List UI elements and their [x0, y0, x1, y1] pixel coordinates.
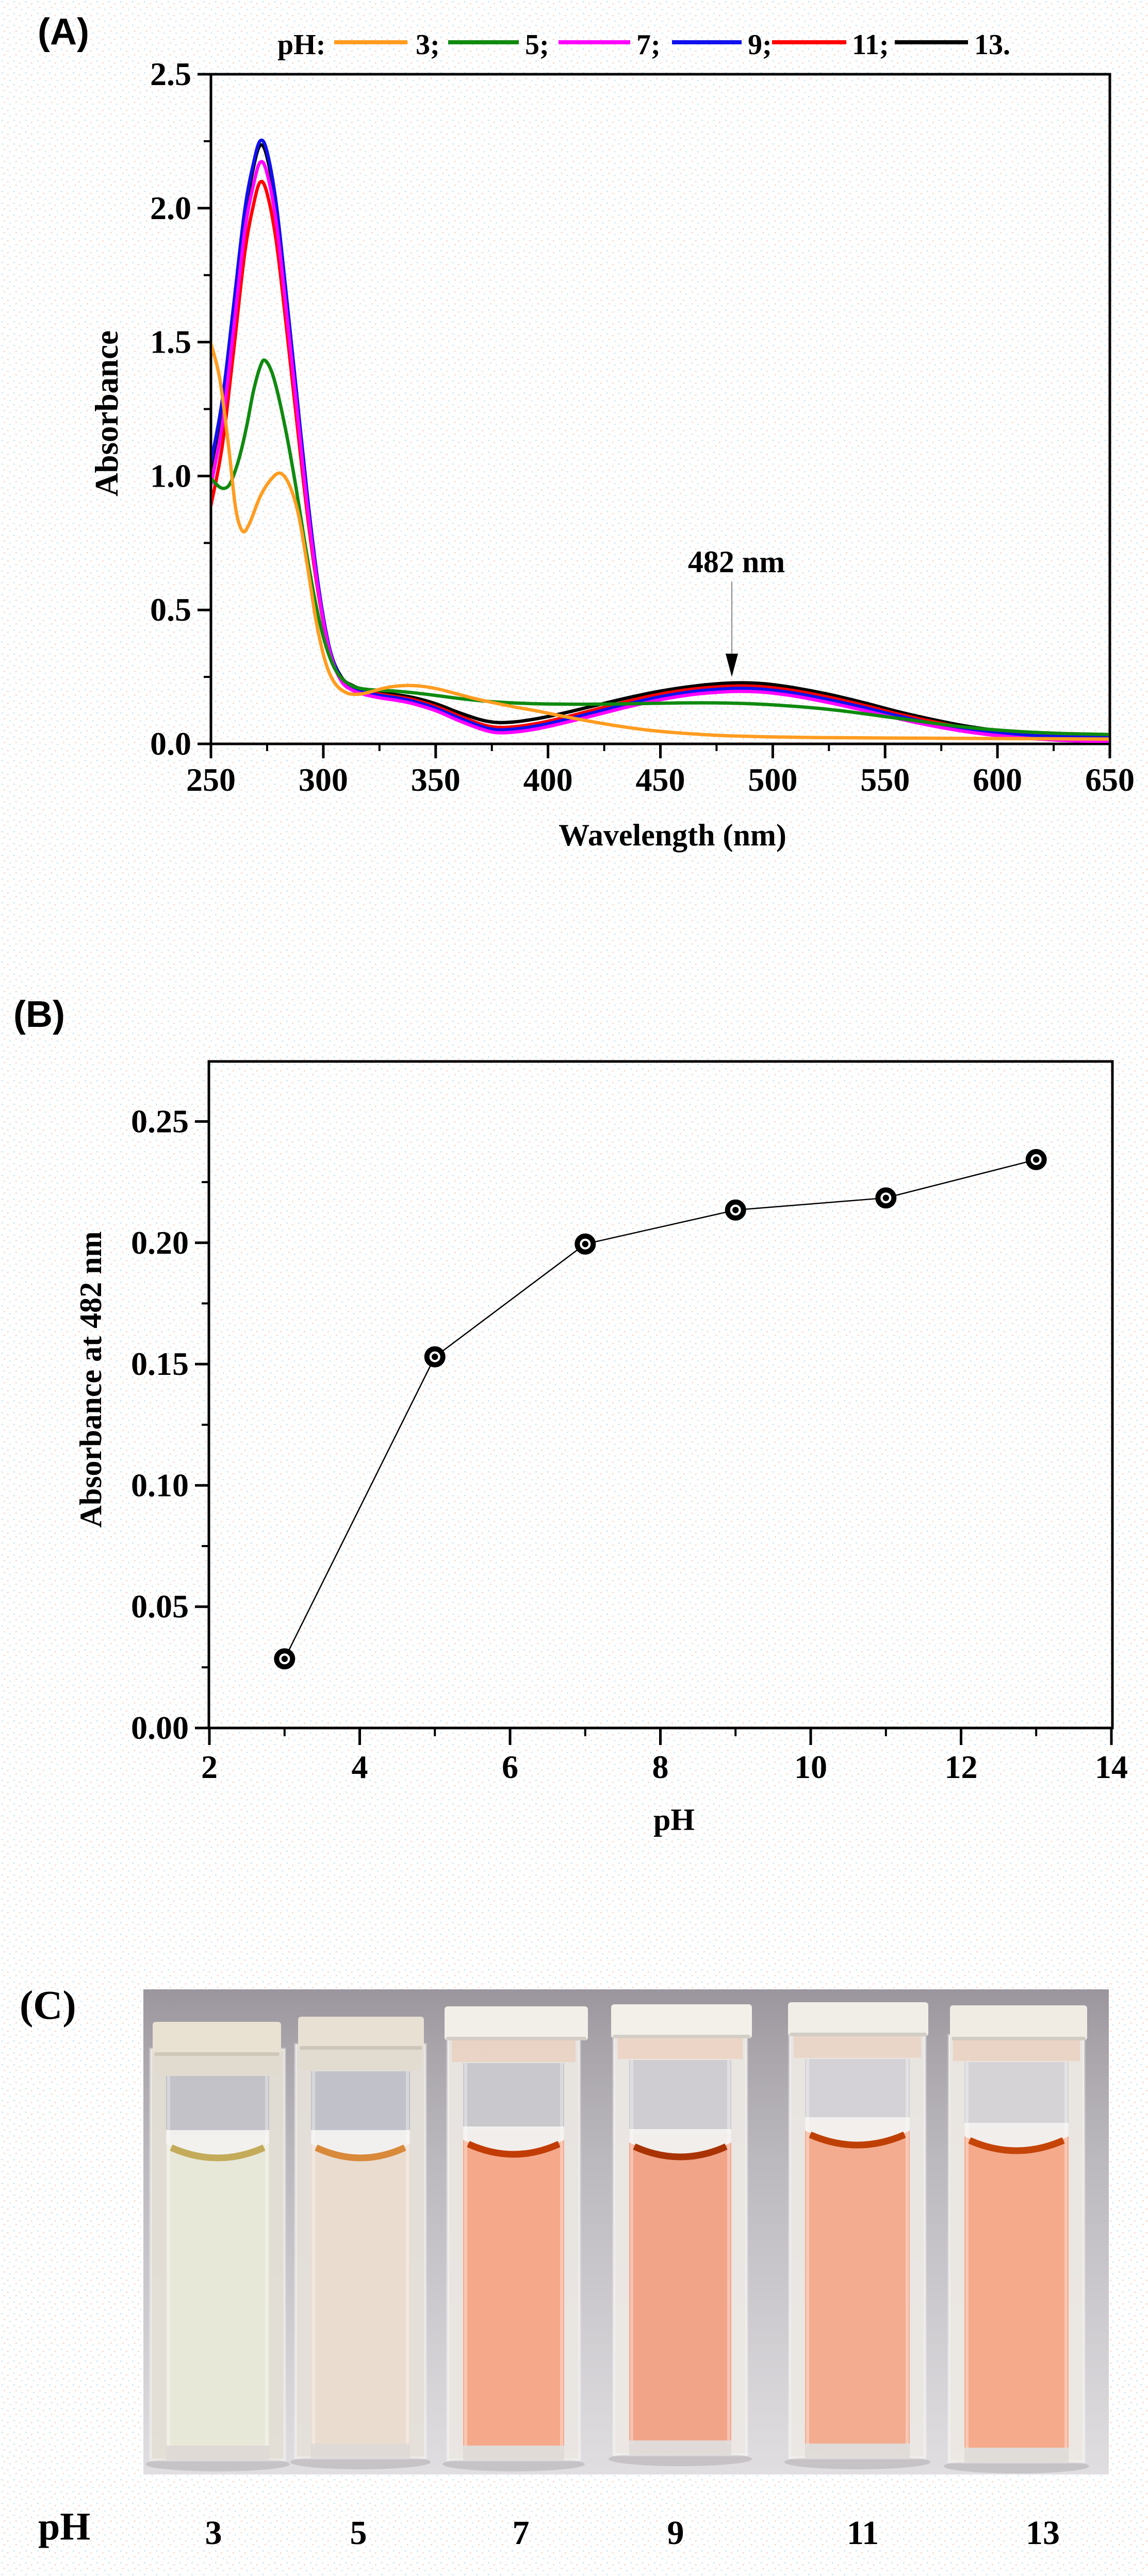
svg-text:6: 6: [502, 1749, 518, 1785]
svg-text:12: 12: [945, 1749, 978, 1785]
svg-text:450: 450: [636, 761, 685, 798]
svg-text:5: 5: [350, 2514, 367, 2552]
svg-text:2: 2: [201, 1749, 218, 1785]
svg-text:(C): (C): [20, 1983, 76, 2028]
svg-text:Wavelength (nm): Wavelength (nm): [559, 818, 786, 852]
svg-text:1.0: 1.0: [150, 457, 191, 494]
svg-text:(A): (A): [38, 11, 89, 53]
svg-text:4: 4: [352, 1749, 368, 1785]
svg-text:pH:: pH:: [277, 29, 325, 61]
svg-text:9;: 9;: [748, 29, 772, 61]
svg-text:pH: pH: [38, 2505, 90, 2548]
svg-text:482 nm: 482 nm: [688, 545, 785, 579]
svg-text:Absorbance at 482 nm: Absorbance at 482 nm: [74, 1231, 108, 1527]
svg-text:Absorbance: Absorbance: [89, 330, 125, 496]
svg-text:0.00: 0.00: [131, 1709, 189, 1746]
svg-text:0.5: 0.5: [150, 591, 191, 628]
svg-text:10: 10: [794, 1749, 827, 1785]
svg-text:500: 500: [748, 761, 797, 798]
svg-text:0.20: 0.20: [131, 1224, 189, 1261]
svg-text:9: 9: [667, 2514, 684, 2552]
svg-text:0.05: 0.05: [131, 1588, 189, 1625]
svg-text:13: 13: [1026, 2514, 1060, 2552]
svg-text:300: 300: [299, 761, 348, 798]
svg-text:13.: 13.: [974, 29, 1010, 61]
svg-text:0.15: 0.15: [131, 1345, 189, 1382]
svg-text:7;: 7;: [636, 29, 661, 61]
svg-text:pH: pH: [653, 1803, 695, 1837]
svg-text:0.10: 0.10: [131, 1467, 189, 1503]
svg-text:8: 8: [652, 1749, 669, 1785]
svg-text:600: 600: [973, 761, 1022, 798]
svg-text:(B): (B): [13, 994, 65, 1035]
svg-text:5;: 5;: [525, 29, 549, 61]
svg-text:11;: 11;: [852, 29, 889, 61]
svg-text:0.25: 0.25: [131, 1103, 189, 1140]
svg-text:1.5: 1.5: [150, 324, 191, 360]
svg-text:3;: 3;: [416, 29, 440, 61]
svg-text:650: 650: [1085, 761, 1135, 798]
svg-text:14: 14: [1095, 1749, 1128, 1785]
svg-text:2.0: 2.0: [150, 190, 191, 226]
svg-text:250: 250: [186, 761, 236, 798]
svg-text:350: 350: [411, 761, 461, 798]
svg-text:400: 400: [523, 761, 573, 798]
svg-text:7: 7: [513, 2514, 530, 2552]
svg-text:0.0: 0.0: [150, 725, 191, 762]
svg-text:3: 3: [205, 2514, 222, 2552]
svg-text:11: 11: [847, 2514, 879, 2552]
svg-text:2.5: 2.5: [150, 56, 191, 92]
svg-text:550: 550: [860, 761, 910, 798]
